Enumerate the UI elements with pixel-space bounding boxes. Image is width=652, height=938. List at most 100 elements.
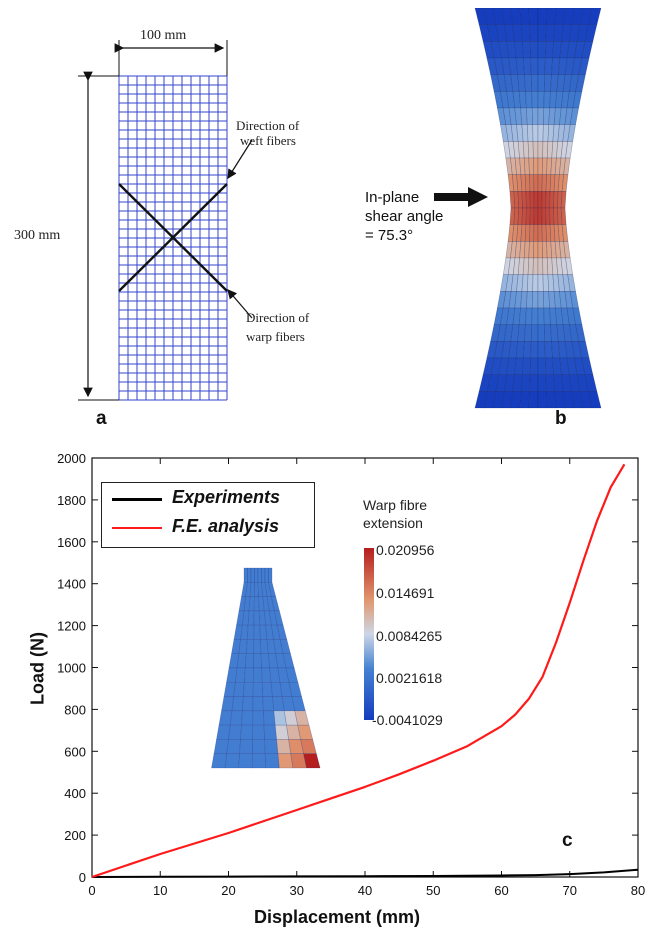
inset-mesh-element: [236, 653, 247, 669]
colorbar-gradient: [364, 548, 374, 720]
mesh-element: [529, 191, 535, 209]
mesh-element: [525, 191, 531, 209]
inset-mesh-element: [253, 653, 262, 669]
mesh-element: [546, 8, 557, 25]
mesh-element: [526, 291, 533, 309]
mesh-element: [526, 107, 533, 125]
inset-mesh-element: [252, 667, 263, 683]
legend: Experiments F.E. analysis: [101, 482, 315, 548]
shear-arrow-icon: [434, 187, 488, 207]
mesh-element: [528, 241, 535, 259]
inset-mesh-element: [242, 696, 254, 712]
mesh-element: [528, 157, 535, 175]
mesh-element: [533, 157, 539, 175]
mesh-element: [521, 357, 532, 375]
panel-a-drawing: [78, 40, 253, 401]
weft-pointer-arrow: [227, 139, 253, 180]
inset-mesh-element: [297, 724, 314, 740]
mesh-element: [537, 41, 547, 59]
mesh-element: [532, 141, 539, 159]
mesh-element: [537, 174, 543, 192]
mesh-element: [529, 224, 535, 242]
mesh-element: [510, 391, 522, 409]
mesh-element: [517, 324, 526, 342]
mesh-element: [532, 257, 539, 275]
inset-mesh-element: [240, 724, 254, 740]
mesh-element: [532, 124, 539, 142]
inset-mesh-element: [216, 724, 231, 740]
height-dimension-label: 300 mm: [14, 228, 61, 243]
inset-mesh-element: [243, 681, 254, 697]
mesh-element: [530, 74, 539, 92]
x-tick-label: 50: [426, 883, 440, 898]
inset-mesh-element: [213, 739, 229, 755]
mesh-element: [531, 291, 539, 309]
mesh-element: [537, 307, 545, 325]
mesh-element: [519, 8, 530, 25]
mesh-element: [537, 357, 547, 375]
x-axis-label: Displacement (mm): [254, 907, 421, 927]
mesh-element: [532, 274, 539, 292]
inset-mesh-element: [229, 710, 243, 726]
y-tick-label: 400: [64, 786, 86, 801]
colorbar-title: Warp fibre extension: [363, 496, 427, 532]
mesh-element: [531, 307, 539, 325]
colorbar-tick-label: 0.020956: [376, 542, 435, 558]
y-tick-label: 0: [79, 870, 86, 885]
inset-mesh-element: [264, 567, 269, 583]
inset-mesh-element: [264, 753, 280, 769]
inset-mesh-element: [243, 567, 248, 583]
mesh-element: [525, 307, 533, 325]
mesh-element: [529, 174, 535, 192]
inset-mesh-element: [253, 624, 261, 640]
legend-fe-swatch: [112, 527, 162, 529]
inset-mesh-element: [263, 710, 276, 726]
panel-letter-b: b: [555, 408, 567, 429]
mesh-element: [521, 41, 532, 59]
mesh-element: [530, 57, 539, 75]
inset-mesh-element: [241, 710, 254, 726]
inset-mesh-element: [252, 681, 264, 697]
shear-annotation-line2: shear angle: [365, 208, 444, 225]
mesh-element: [530, 341, 539, 359]
inset-mesh-element: [228, 724, 242, 740]
inset-mesh-element: [231, 696, 244, 712]
mesh-element: [533, 224, 539, 242]
x-tick-label: 40: [358, 883, 372, 898]
x-tick-label: 70: [563, 883, 577, 898]
y-tick-label: 200: [64, 828, 86, 843]
mesh-element: [531, 91, 539, 109]
mesh-element: [537, 241, 543, 259]
mesh-element: [544, 357, 555, 375]
inset-mesh-element: [262, 696, 275, 712]
inset-mesh-element: [249, 581, 255, 597]
y-tick-label: 1000: [57, 661, 86, 676]
inset-mesh-element: [264, 739, 279, 755]
shear-angle-annotation: In-plane shear angle = 75.3°: [365, 188, 443, 245]
mesh-element: [541, 191, 547, 209]
inset-mesh-element: [254, 567, 259, 583]
y-tick-label: 1600: [57, 535, 86, 550]
warp-label-line2: warp fibers: [246, 329, 305, 344]
mesh-element: [523, 341, 532, 359]
mesh-element: [526, 124, 534, 142]
mesh-element: [515, 341, 525, 359]
inset-mesh-element: [248, 596, 255, 612]
inset-mesh-element: [261, 681, 273, 697]
legend-fe-label: F.E. analysis: [172, 516, 280, 536]
mesh-element: [560, 207, 567, 225]
x-tick-label: 20: [221, 883, 235, 898]
warp-direction-line: [118, 183, 228, 292]
mesh-element: [537, 191, 543, 209]
mesh-element: [533, 174, 539, 192]
mesh-element: [512, 374, 523, 392]
mesh-element: [529, 207, 535, 225]
inset-mesh-element: [224, 753, 240, 769]
mesh-element: [514, 357, 524, 375]
series-line-fe-analysis: [91, 463, 626, 879]
fabric-grid: [118, 75, 228, 401]
inset-mesh-element: [233, 681, 245, 697]
y-tick-label: 1400: [57, 577, 86, 592]
mesh-element: [531, 107, 539, 125]
width-dimension-label: 100 mm: [140, 28, 187, 43]
